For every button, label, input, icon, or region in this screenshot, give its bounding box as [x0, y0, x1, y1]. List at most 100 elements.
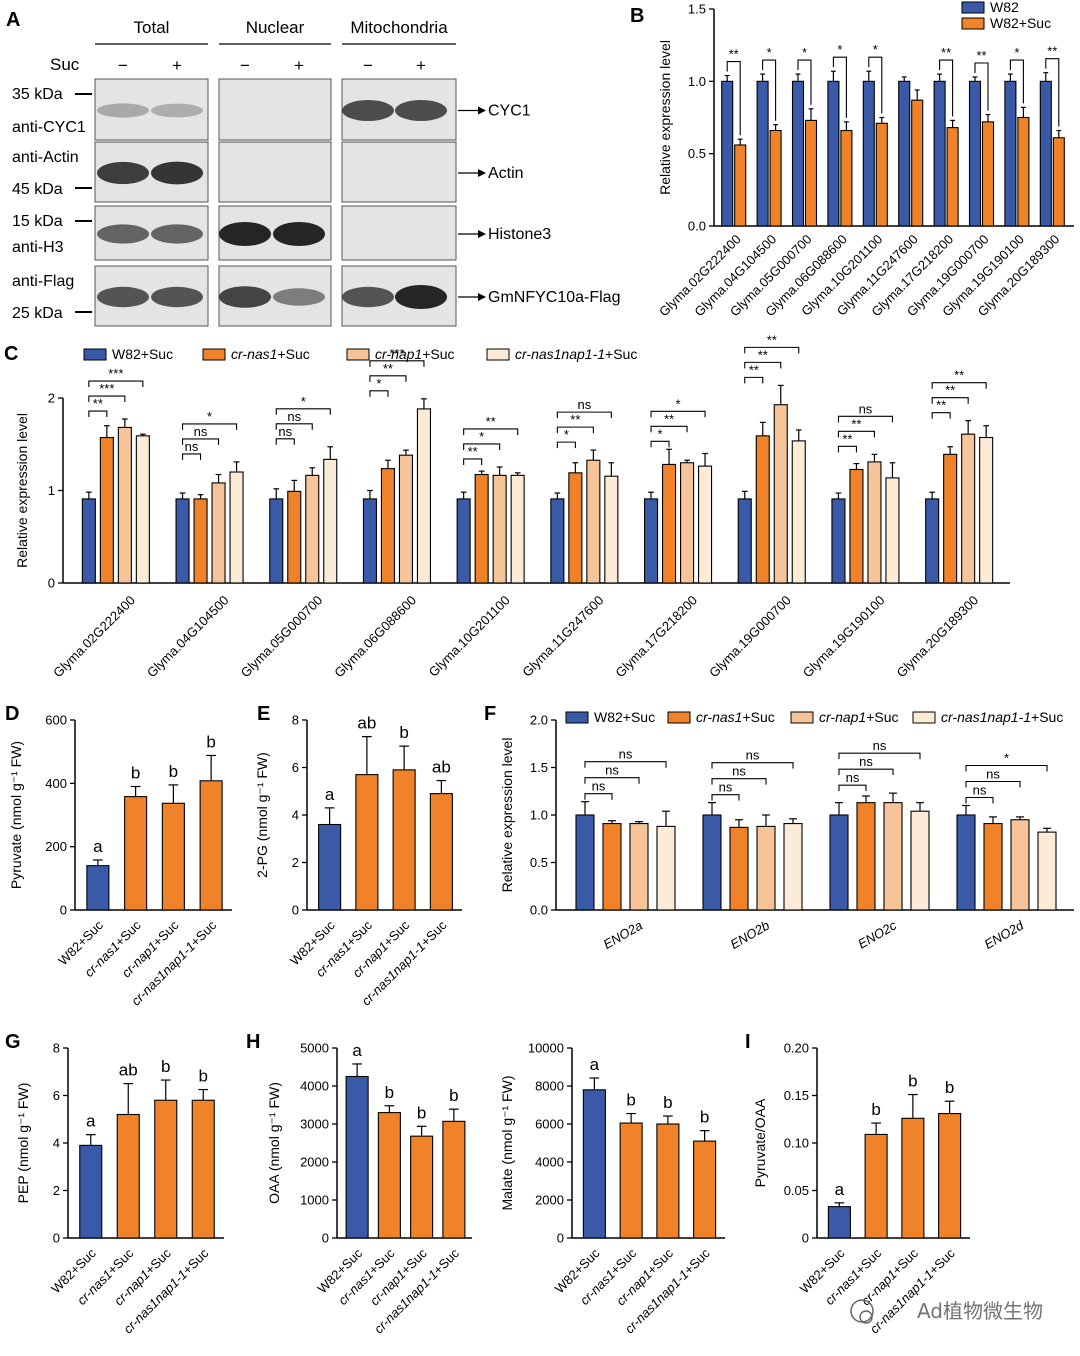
bar — [81, 498, 96, 584]
significance-bracket — [726, 60, 741, 136]
significance-mark: *** — [108, 366, 123, 381]
bar — [135, 435, 150, 584]
significance-bracket — [584, 761, 667, 768]
significance-bracket — [88, 380, 144, 388]
x-tick-label: Glyma.06G088600 — [331, 593, 419, 681]
significance-mark: * — [676, 396, 681, 411]
significance-mark: ** — [758, 347, 768, 362]
bar — [827, 1206, 851, 1239]
significance-mark: ns — [732, 764, 746, 779]
significance-letter: b — [161, 1057, 170, 1076]
significance-letter: b — [417, 1103, 426, 1122]
significance-mark: ns — [287, 409, 301, 424]
bar — [191, 1099, 215, 1239]
bar — [885, 477, 900, 584]
lane-group-label: Mitochondria — [350, 18, 448, 37]
y-tick-label: 10000 — [528, 1041, 564, 1056]
y-tick-label: 1000 — [300, 1193, 329, 1208]
blot-band — [97, 286, 149, 308]
significance-letter: a — [590, 1055, 600, 1074]
y-axis-label: Relative expression level — [657, 40, 673, 195]
significance-mark: ns — [278, 424, 292, 439]
bar — [827, 80, 840, 227]
significance-bracket — [838, 752, 921, 760]
bar — [116, 1113, 140, 1239]
x-tick-label: ENO2d — [982, 917, 1027, 952]
significance-letter: ab — [357, 714, 376, 733]
significance-mark: ** — [767, 332, 777, 347]
significance-letter: b — [206, 732, 215, 751]
significance-letter: b — [626, 1091, 635, 1110]
significance-letter: b — [663, 1093, 672, 1112]
significance-letter: a — [325, 785, 335, 804]
bar — [474, 473, 489, 584]
legend: W82+Suc cr-nas1+Suc cr-nap1+Suc cr-nas1nap1… — [83, 346, 637, 362]
blot-frame — [341, 141, 457, 203]
significance-letter: b — [399, 723, 408, 742]
legend-swatch — [961, 1, 985, 14]
significance-letter: b — [385, 1083, 394, 1102]
y-tick-label: 2 — [53, 1183, 60, 1198]
y-axis-label: 2-PG (nmol g⁻¹ FW) — [254, 752, 270, 878]
x-tick-label: Glyma.19G000700 — [706, 593, 794, 681]
significance-mark: * — [658, 426, 663, 441]
panel-label: B — [630, 5, 644, 27]
blot-target-label: Histone3 — [488, 226, 551, 243]
significance-bracket — [837, 430, 876, 438]
blot-label-bottom: 45 kDa — [12, 181, 63, 198]
bar — [604, 475, 619, 584]
bar — [943, 453, 958, 584]
bar — [867, 461, 882, 584]
chart-C: 0 1 2 Relative expression level C Glyma.02G22… — [4, 332, 1010, 680]
panel-label: E — [257, 703, 270, 725]
legend-label: W82+Suc — [990, 15, 1051, 31]
y-tick-label: 4 — [292, 808, 299, 823]
y-axis-label: Pyruvate (nmol g⁻¹ FW) — [8, 741, 24, 889]
significance-bracket — [797, 59, 812, 105]
significance-mark: * — [479, 429, 484, 444]
bar — [1017, 116, 1030, 227]
blot-label-top: 35 kDa — [12, 86, 63, 103]
bar — [269, 498, 284, 584]
bar — [586, 459, 601, 584]
x-tick-label: Glyma.05G000700 — [238, 593, 326, 681]
significance-letter: b — [700, 1108, 709, 1127]
significance-mark: ns — [859, 401, 873, 416]
y-tick-label: 200 — [45, 839, 67, 854]
panel-label: I — [745, 1031, 751, 1053]
y-tick-label: 0 — [802, 1231, 809, 1246]
y-tick-label: 6000 — [535, 1117, 564, 1132]
y-tick-label: 0.0 — [530, 903, 548, 918]
blot-frame — [218, 141, 332, 203]
significance-mark: ns — [986, 767, 1000, 782]
significance-letter: b — [199, 1067, 208, 1086]
significance-bracket — [556, 441, 576, 449]
significance-mark: ** — [945, 383, 955, 398]
bar — [550, 498, 565, 584]
y-axis-label: Pyruvate/OAA — [752, 1098, 768, 1187]
bar — [380, 468, 396, 584]
significance-letter: ab — [119, 1061, 138, 1080]
arrow-head — [478, 230, 486, 238]
significance-bracket — [182, 453, 202, 460]
blot-label-top: 15 kDa — [12, 213, 63, 230]
bar — [829, 814, 849, 911]
significance-bracket — [650, 410, 706, 418]
bar — [804, 119, 818, 227]
blot-band — [395, 285, 447, 309]
bar — [831, 498, 846, 584]
significance-mark: * — [207, 409, 212, 424]
bar — [911, 99, 924, 227]
significance-mark: ns — [746, 748, 760, 763]
bar — [193, 498, 208, 584]
significance-letter: a — [835, 1180, 845, 1199]
significance-mark: ns — [592, 779, 606, 794]
bar — [933, 80, 946, 227]
y-tick-label: 0.20 — [784, 1041, 809, 1056]
significance-mark: * — [837, 42, 842, 57]
bar — [1010, 819, 1030, 911]
panel-label: C — [4, 343, 18, 365]
